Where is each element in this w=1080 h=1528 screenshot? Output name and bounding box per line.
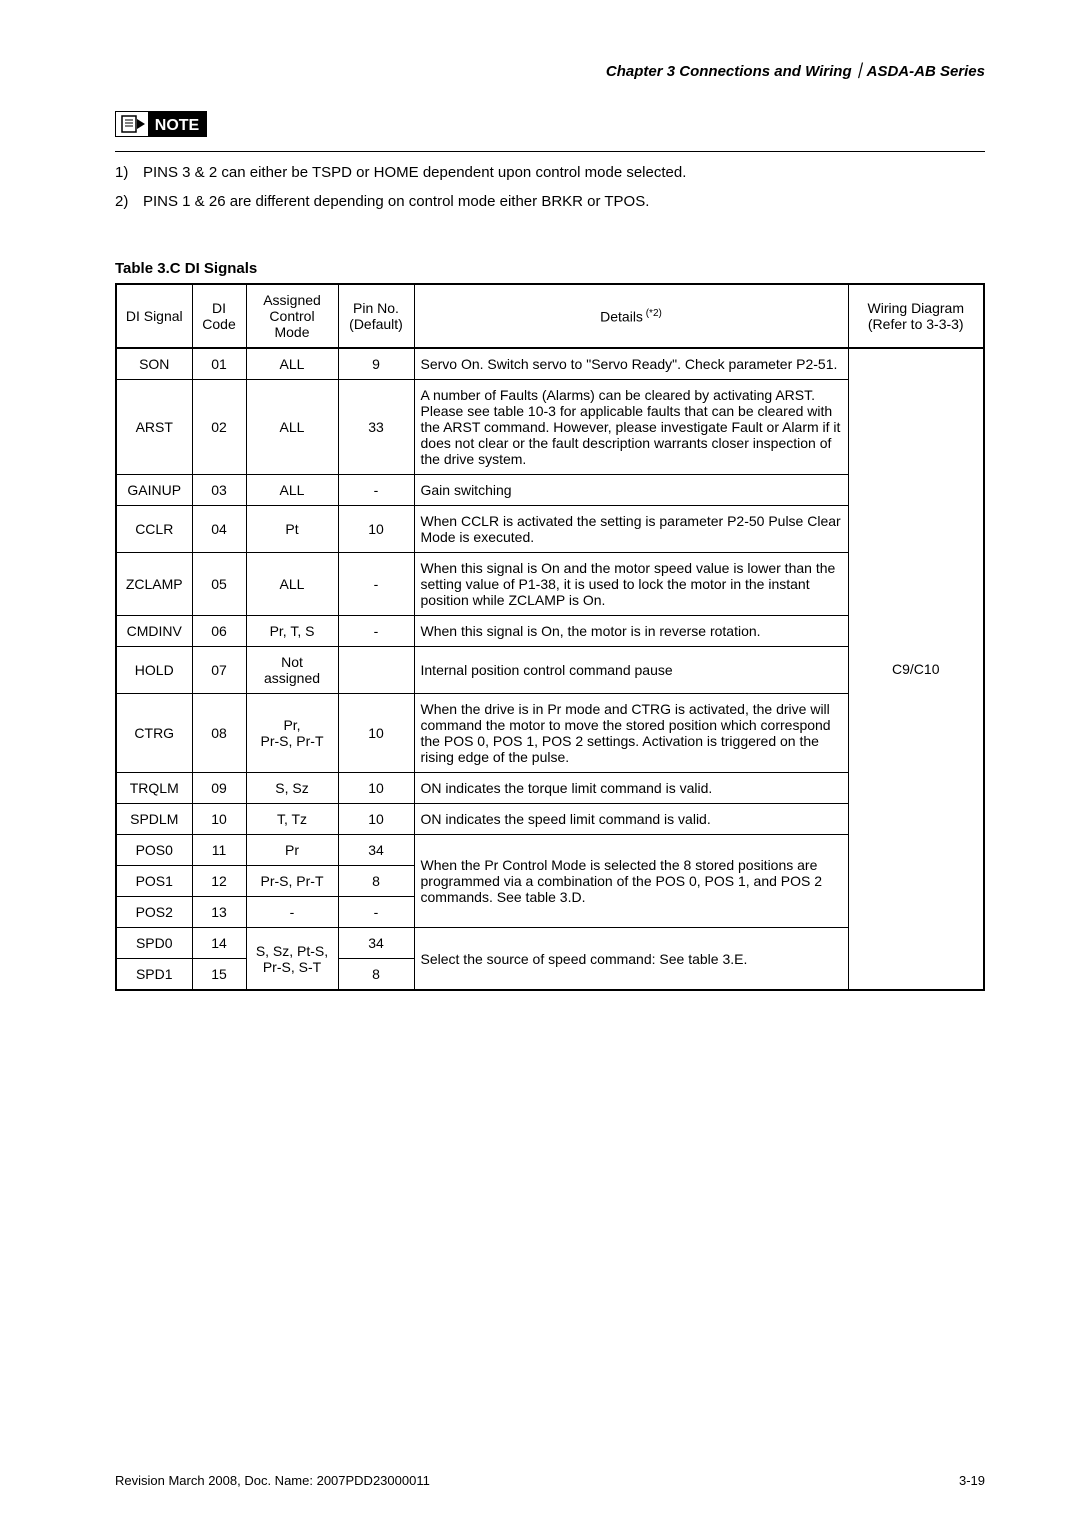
- cell-details: ON indicates the torque limit command is…: [414, 773, 848, 804]
- cell-details: ON indicates the speed limit command is …: [414, 804, 848, 835]
- cell-details: Servo On. Switch servo to "Servo Ready".…: [414, 348, 848, 380]
- cell-code: 02: [192, 380, 246, 475]
- th-mode: Assigned Control Mode: [246, 284, 338, 348]
- cell-mode: Pr-S, Pr-T: [246, 866, 338, 897]
- cell-details: Gain switching: [414, 475, 848, 506]
- cell-pin: 34: [338, 835, 414, 866]
- cell-code: 14: [192, 928, 246, 959]
- cell-pin: -: [338, 897, 414, 928]
- th-signal: DI Signal: [116, 284, 192, 348]
- cell-mode: Pt: [246, 506, 338, 553]
- cell-code: 07: [192, 647, 246, 694]
- cell-mode: Pr: [246, 835, 338, 866]
- th-code: DI Code: [192, 284, 246, 348]
- cell-mode: Pr, Pr-S, Pr-T: [246, 694, 338, 773]
- th-pin: Pin No. (Default): [338, 284, 414, 348]
- note-list: 1) PINS 3 & 2 can either be TSPD or HOME…: [115, 164, 985, 210]
- cell-pin: 10: [338, 804, 414, 835]
- cell-pin: 34: [338, 928, 414, 959]
- note-text: PINS 1 & 26 are different depending on c…: [143, 193, 649, 210]
- cell-code: 01: [192, 348, 246, 380]
- cell-signal: CMDINV: [116, 616, 192, 647]
- cell-pin: 9: [338, 348, 414, 380]
- cell-pin: -: [338, 553, 414, 616]
- cell-signal: CTRG: [116, 694, 192, 773]
- cell-signal: POS2: [116, 897, 192, 928]
- cell-details: When CCLR is activated the setting is pa…: [414, 506, 848, 553]
- cell-code: 05: [192, 553, 246, 616]
- cell-signal: TRQLM: [116, 773, 192, 804]
- cell-code: 04: [192, 506, 246, 553]
- cell-details: When this signal is On, the motor is in …: [414, 616, 848, 647]
- cell-pin: 10: [338, 506, 414, 553]
- cell-mode: ALL: [246, 380, 338, 475]
- cell-signal: ARST: [116, 380, 192, 475]
- cell-signal: POS1: [116, 866, 192, 897]
- cell-code: 13: [192, 897, 246, 928]
- page-header: Chapter 3 Connections and Wiring｜ASDA-AB…: [115, 60, 985, 81]
- cell-code: 10: [192, 804, 246, 835]
- note-item: 1) PINS 3 & 2 can either be TSPD or HOME…: [115, 164, 985, 181]
- cell-code: 03: [192, 475, 246, 506]
- cell-pin: 8: [338, 866, 414, 897]
- cell-code: 15: [192, 959, 246, 991]
- cell-signal: GAINUP: [116, 475, 192, 506]
- cell-code: 06: [192, 616, 246, 647]
- cell-details: A number of Faults (Alarms) can be clear…: [414, 380, 848, 475]
- cell-mode: S, Sz, Pt-S, Pr-S, S-T: [246, 928, 338, 991]
- note-number: 2): [115, 193, 143, 210]
- cell-pin: 10: [338, 773, 414, 804]
- note-icon: NOTE: [115, 111, 985, 139]
- cell-details: When the Pr Control Mode is selected the…: [414, 835, 848, 928]
- cell-pin: 10: [338, 694, 414, 773]
- cell-code: 11: [192, 835, 246, 866]
- footer-left: Revision March 2008, Doc. Name: 2007PDD2…: [115, 1473, 430, 1488]
- cell-pin: -: [338, 616, 414, 647]
- cell-mode: Not assigned: [246, 647, 338, 694]
- cell-signal: ZCLAMP: [116, 553, 192, 616]
- cell-pin: [338, 647, 414, 694]
- cell-pin: 8: [338, 959, 414, 991]
- cell-mode: ALL: [246, 553, 338, 616]
- note-number: 1): [115, 164, 143, 181]
- cell-details: Internal position control command pause: [414, 647, 848, 694]
- cell-signal: SON: [116, 348, 192, 380]
- cell-signal: SPD1: [116, 959, 192, 991]
- table-row: SON 01 ALL 9 Servo On. Switch servo to "…: [116, 348, 984, 380]
- cell-wiring: C9/C10: [848, 348, 984, 990]
- cell-signal: SPD0: [116, 928, 192, 959]
- cell-details: Select the source of speed command: See …: [414, 928, 848, 991]
- table-title: Table 3.C DI Signals: [115, 260, 985, 277]
- cell-details: When this signal is On and the motor spe…: [414, 553, 848, 616]
- th-wiring: Wiring Diagram (Refer to 3-3-3): [848, 284, 984, 348]
- note-text: PINS 3 & 2 can either be TSPD or HOME de…: [143, 164, 686, 181]
- cell-mode: ALL: [246, 475, 338, 506]
- divider: [115, 151, 985, 152]
- cell-code: 08: [192, 694, 246, 773]
- svg-text:NOTE: NOTE: [155, 117, 200, 134]
- cell-signal: SPDLM: [116, 804, 192, 835]
- cell-details: When the drive is in Pr mode and CTRG is…: [414, 694, 848, 773]
- page-footer: Revision March 2008, Doc. Name: 2007PDD2…: [115, 1473, 985, 1488]
- cell-mode: S, Sz: [246, 773, 338, 804]
- cell-signal: POS0: [116, 835, 192, 866]
- cell-signal: CCLR: [116, 506, 192, 553]
- cell-code: 09: [192, 773, 246, 804]
- cell-mode: T, Tz: [246, 804, 338, 835]
- cell-mode: Pr, T, S: [246, 616, 338, 647]
- cell-code: 12: [192, 866, 246, 897]
- note-item: 2) PINS 1 & 26 are different depending o…: [115, 193, 985, 210]
- cell-signal: HOLD: [116, 647, 192, 694]
- cell-pin: -: [338, 475, 414, 506]
- di-signals-table: DI Signal DI Code Assigned Control Mode …: [115, 283, 985, 991]
- cell-mode: -: [246, 897, 338, 928]
- footer-right: 3-19: [959, 1473, 985, 1488]
- cell-pin: 33: [338, 380, 414, 475]
- cell-mode: ALL: [246, 348, 338, 380]
- th-details: Details (*2): [414, 284, 848, 348]
